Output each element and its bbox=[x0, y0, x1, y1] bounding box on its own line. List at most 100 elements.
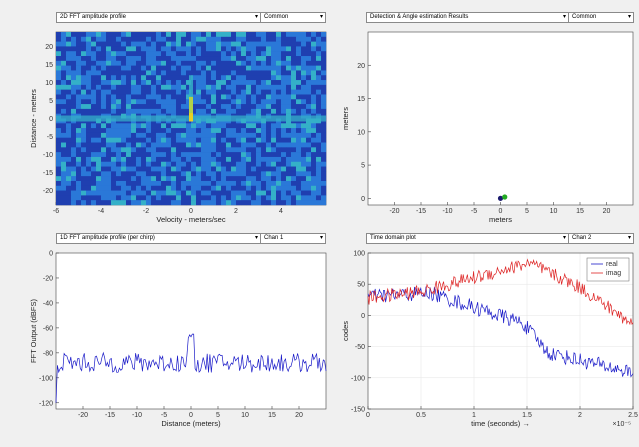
heatmap-cell bbox=[296, 156, 302, 162]
heatmap-cell bbox=[301, 32, 307, 38]
heatmap-y-axis-label: Distance - meters bbox=[29, 89, 38, 148]
heatmap-cell bbox=[56, 65, 62, 71]
heatmap-cell bbox=[216, 32, 222, 38]
heatmap-cell bbox=[196, 142, 202, 148]
heatmap-cell bbox=[101, 142, 107, 148]
heatmap-cell bbox=[71, 185, 77, 191]
heatmap-cell bbox=[311, 128, 317, 134]
heatmap-cell bbox=[216, 60, 222, 66]
heatmap-cell bbox=[116, 89, 122, 95]
heatmap-cell bbox=[266, 80, 272, 86]
heatmap-cell bbox=[291, 156, 297, 162]
heatmap-cell bbox=[316, 142, 322, 148]
heatmap-cell bbox=[96, 65, 102, 71]
heatmap-cell bbox=[231, 94, 237, 100]
heatmap-cell bbox=[246, 147, 252, 153]
heatmap-cell bbox=[236, 75, 242, 81]
heatmap-cell bbox=[61, 176, 67, 182]
heatmap-cell bbox=[171, 200, 177, 206]
heatmap-cell bbox=[251, 166, 257, 172]
heatmap-cell bbox=[101, 152, 107, 158]
heatmap-cell bbox=[211, 65, 217, 71]
heatmap-cell bbox=[241, 156, 247, 162]
heatmap-cell bbox=[56, 60, 62, 66]
heatmap-cell bbox=[176, 56, 182, 62]
heatmap-cell bbox=[211, 161, 217, 167]
heatmap-cell bbox=[291, 75, 297, 81]
bottom-left-channel-select[interactable]: Chan 1 ▾ bbox=[260, 233, 326, 244]
heatmap-cell bbox=[136, 132, 142, 138]
heatmap-cell bbox=[151, 70, 157, 76]
heatmap-cell bbox=[111, 75, 117, 81]
heatmap-cell bbox=[126, 60, 132, 66]
heatmap-cell bbox=[86, 200, 92, 206]
heatmap-cell bbox=[306, 176, 312, 182]
bottom-right-channel-select[interactable]: Chan 2 ▾ bbox=[568, 233, 634, 244]
heatmap-cell bbox=[251, 185, 257, 191]
heatmap-cell bbox=[286, 75, 292, 81]
heatmap-cell bbox=[271, 123, 277, 129]
heatmap-cell bbox=[286, 176, 292, 182]
heatmap-cell bbox=[306, 123, 312, 129]
heatmap-cell bbox=[271, 46, 277, 52]
heatmap-cell bbox=[246, 161, 252, 167]
heatmap-cell bbox=[226, 80, 232, 86]
heatmap-cell bbox=[256, 171, 262, 177]
heatmap-cell bbox=[266, 147, 272, 153]
heatmap-cell bbox=[96, 152, 102, 158]
heatmap-cell bbox=[316, 89, 322, 95]
heatmap-cell bbox=[281, 166, 287, 172]
heatmap-cell bbox=[101, 75, 107, 81]
heatmap-cell bbox=[221, 60, 227, 66]
heatmap-cell bbox=[91, 185, 97, 191]
heatmap-cell bbox=[311, 161, 317, 167]
heatmap-cell bbox=[301, 56, 307, 62]
heatmap-cell bbox=[231, 56, 237, 62]
heatmap-cell bbox=[211, 147, 217, 153]
heatmap-cell bbox=[306, 171, 312, 177]
heatmap-cell bbox=[231, 128, 237, 134]
heatmap-cell bbox=[236, 161, 242, 167]
heatmap-cell bbox=[96, 195, 102, 201]
heatmap-cell bbox=[116, 56, 122, 62]
heatmap-cell bbox=[276, 84, 282, 90]
top-right-mode-select[interactable]: Common ▾ bbox=[568, 12, 634, 23]
heatmap-cell bbox=[271, 156, 277, 162]
heatmap-cell bbox=[236, 176, 242, 182]
heatmap-cell bbox=[286, 156, 292, 162]
heatmap-cell bbox=[301, 195, 307, 201]
heatmap-cell bbox=[221, 137, 227, 143]
heatmap-cell bbox=[241, 161, 247, 167]
heatmap-cell bbox=[116, 132, 122, 138]
heatmap-cell bbox=[211, 75, 217, 81]
heatmap-cell bbox=[256, 123, 262, 129]
heatmap-cell bbox=[136, 190, 142, 196]
heatmap-cell bbox=[231, 176, 237, 182]
heatmap-cell bbox=[276, 156, 282, 162]
top-right-mode-value: Common bbox=[572, 14, 597, 20]
heatmap-cell bbox=[316, 104, 322, 110]
heatmap-cell bbox=[86, 60, 92, 66]
top-left-mode-select[interactable]: Common ▾ bbox=[260, 12, 326, 23]
heatmap-cell bbox=[56, 70, 62, 76]
heatmap-cell bbox=[151, 51, 157, 57]
heatmap-cell bbox=[111, 32, 117, 38]
heatmap-cell bbox=[81, 36, 87, 42]
heatmap-cell bbox=[81, 80, 87, 86]
heatmap-cell bbox=[96, 32, 102, 38]
heatmap-cell bbox=[126, 190, 132, 196]
heatmap-cell bbox=[101, 70, 107, 76]
heatmap-cell bbox=[286, 60, 292, 66]
heatmap-y-tick-label: 20 bbox=[45, 44, 53, 51]
heatmap-cell bbox=[246, 51, 252, 57]
heatmap-cell bbox=[236, 156, 242, 162]
heatmap-cell bbox=[101, 65, 107, 71]
heatmap-cell bbox=[161, 75, 167, 81]
heatmap-cell bbox=[251, 123, 257, 129]
heatmap-cell bbox=[276, 60, 282, 66]
heatmap-cell bbox=[111, 41, 117, 47]
heatmap-cell bbox=[211, 104, 217, 110]
heatmap-cell bbox=[171, 147, 177, 153]
heatmap-cell bbox=[306, 156, 312, 162]
heatmap-x-tick-label: 0 bbox=[189, 208, 193, 215]
